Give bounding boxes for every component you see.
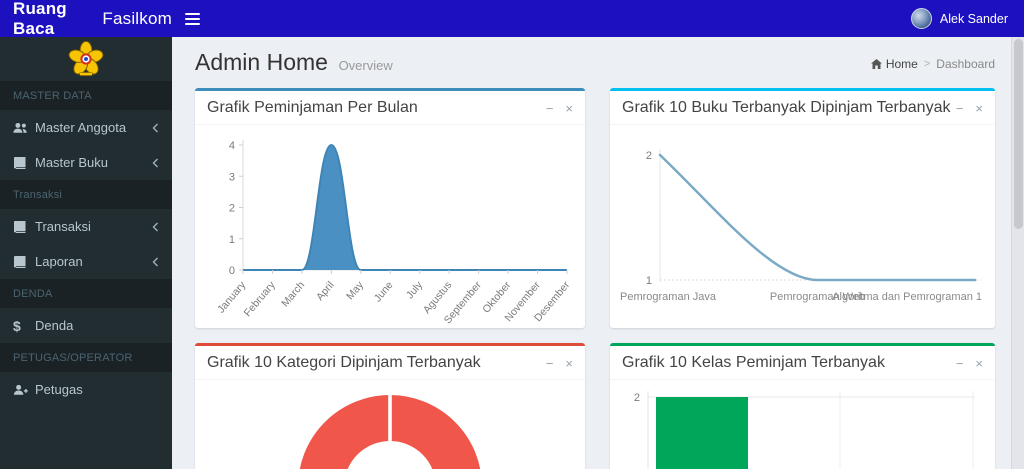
panel-kelas-peminjam: Grafik 10 Kelas Peminjam Terbanyak − × 2 bbox=[610, 343, 995, 469]
svg-text:Algoritma dan Pemrograman 1: Algoritma dan Pemrograman 1 bbox=[832, 291, 982, 303]
collapse-icon[interactable]: − bbox=[955, 100, 964, 116]
sidebar-item-label: Petugas bbox=[35, 382, 83, 397]
sidebar-logo bbox=[0, 37, 172, 81]
hamburger-icon bbox=[184, 12, 200, 15]
sidebar-item-master-buku[interactable]: Master Buku bbox=[0, 145, 172, 180]
sidebar-section-denda: DENDA bbox=[0, 279, 172, 308]
chart-doughnut-categories bbox=[195, 380, 585, 469]
svg-text:1: 1 bbox=[646, 275, 652, 287]
panel-title: Grafik Peminjaman Per Bulan bbox=[207, 99, 418, 116]
doughnut-chart-svg bbox=[299, 394, 481, 469]
svg-text:March: March bbox=[279, 279, 307, 309]
avatar bbox=[910, 8, 932, 29]
sidebar-item-petugas[interactable]: Petugas bbox=[0, 372, 172, 407]
svg-text:July: July bbox=[404, 279, 426, 302]
page-subtitle: Overview bbox=[338, 58, 393, 73]
content-header: Admin Home Overview Home > Dashboard bbox=[172, 37, 1011, 86]
panel-title: Grafik 10 Kelas Peminjam Terbanyak bbox=[622, 354, 885, 371]
users-icon bbox=[13, 122, 35, 134]
svg-text:2: 2 bbox=[634, 392, 640, 404]
breadcrumb-current: Dashboard bbox=[936, 57, 995, 71]
panel-tools: − × bbox=[546, 102, 573, 115]
sidebar-item-denda[interactable]: $ Denda bbox=[0, 308, 172, 343]
chevron-left-icon bbox=[152, 222, 159, 232]
svg-text:February: February bbox=[242, 279, 279, 319]
flower-logo-icon bbox=[68, 41, 104, 76]
sidebar-item-master-anggota[interactable]: Master Anggota bbox=[0, 110, 172, 145]
brand-light-text: Fasilkom bbox=[102, 8, 172, 28]
svg-text:June: June bbox=[372, 279, 396, 304]
sidebar-section-petugas-operator: PETUGAS/OPERATOR bbox=[0, 343, 172, 372]
chevron-left-icon bbox=[152, 158, 159, 168]
brand-logo[interactable]: Ruang Baca Fasilkom bbox=[0, 0, 172, 38]
main-content: Admin Home Overview Home > Dashboard Gra… bbox=[172, 37, 1011, 469]
page-scrollbar[interactable] bbox=[1011, 37, 1024, 469]
chevron-left-icon bbox=[152, 123, 159, 133]
sidebar-toggle-button[interactable] bbox=[172, 0, 212, 37]
user-menu[interactable]: Alek Sander bbox=[910, 0, 1024, 37]
panel-title: Grafik 10 Kategori Dipinjam Terbanyak bbox=[207, 354, 481, 371]
book-icon bbox=[13, 255, 35, 268]
book-icon bbox=[13, 156, 35, 169]
panel-header: Grafik 10 Buku Terbanyak Dipinjam Terban… bbox=[610, 91, 995, 125]
svg-text:2: 2 bbox=[646, 150, 652, 162]
panel-kategori-terbanyak: Grafik 10 Kategori Dipinjam Terbanyak − … bbox=[195, 343, 585, 469]
scrollbar-thumb[interactable] bbox=[1014, 39, 1023, 229]
user-name: Alek Sander bbox=[939, 11, 1008, 26]
svg-text:1: 1 bbox=[229, 234, 235, 246]
panel-tools: − × bbox=[546, 357, 573, 370]
sidebar-section-transaksi: Transaksi bbox=[0, 180, 172, 209]
collapse-icon[interactable]: − bbox=[955, 355, 964, 371]
sidebar-item-label: Transaksi bbox=[35, 219, 91, 234]
panel-peminjaman-per-bulan: Grafik Peminjaman Per Bulan − × 4 3 2 1 0 Jan… bbox=[195, 88, 585, 328]
panel-tools: − × bbox=[956, 357, 983, 370]
panel-header: Grafik Peminjaman Per Bulan − × bbox=[195, 91, 585, 125]
svg-text:Pemrograman Web: Pemrograman Web bbox=[770, 291, 865, 303]
dashboard-grid: Grafik Peminjaman Per Bulan − × 4 3 2 1 0 Jan… bbox=[172, 86, 1011, 469]
dollar-icon: $ bbox=[13, 317, 21, 334]
close-icon[interactable]: × bbox=[565, 355, 573, 371]
sidebar-item-laporan[interactable]: Laporan bbox=[0, 244, 172, 279]
svg-text:April: April bbox=[314, 279, 337, 303]
panel-header: Grafik 10 Kelas Peminjam Terbanyak − × bbox=[610, 346, 995, 380]
svg-text:0: 0 bbox=[229, 265, 235, 277]
panel-tools: − × bbox=[956, 102, 983, 115]
close-icon[interactable]: × bbox=[975, 100, 983, 116]
panel-header: Grafik 10 Kategori Dipinjam Terbanyak − … bbox=[195, 346, 585, 380]
line-chart-svg: 2 1 Pemrograman Java Pemrograman WebAlgorit… bbox=[620, 149, 982, 303]
collapse-icon[interactable]: − bbox=[545, 355, 554, 371]
sidebar-item-label: Master Anggota bbox=[35, 120, 127, 135]
chevron-left-icon bbox=[152, 257, 159, 267]
breadcrumb: Home > Dashboard bbox=[870, 57, 995, 71]
panel-buku-terbanyak: Grafik 10 Buku Terbanyak Dipinjam Terban… bbox=[610, 88, 995, 328]
panel-title: Grafik 10 Buku Terbanyak Dipinjam Terban… bbox=[622, 99, 951, 116]
close-icon[interactable]: × bbox=[565, 100, 573, 116]
page-title: Admin Home bbox=[195, 49, 328, 75]
user-plus-icon bbox=[13, 384, 35, 396]
collapse-icon[interactable]: − bbox=[545, 100, 554, 116]
svg-text:May: May bbox=[344, 279, 366, 302]
chart-line-books: 2 1 Pemrograman Java Pemrograman Web Algorit… bbox=[610, 125, 995, 328]
sidebar-item-label: Laporan bbox=[35, 254, 83, 269]
sidebar-item-label: Master Buku bbox=[35, 155, 108, 170]
svg-text:4: 4 bbox=[229, 140, 235, 152]
svg-text:Pemrograman Java: Pemrograman Java bbox=[620, 291, 717, 303]
top-navbar: Ruang Baca Fasilkom Alek Sander bbox=[0, 0, 1024, 38]
chart-area-monthly: 4 3 2 1 0 January February March April May June Jul… bbox=[195, 125, 585, 328]
svg-text:2: 2 bbox=[229, 203, 235, 215]
sidebar-item-label: Denda bbox=[35, 318, 74, 333]
breadcrumb-separator: > bbox=[923, 58, 931, 70]
svg-text:3: 3 bbox=[229, 171, 235, 183]
chart-bar-classes: 2 bbox=[610, 380, 995, 469]
home-icon bbox=[870, 59, 882, 69]
book-icon bbox=[13, 220, 35, 233]
breadcrumb-home-link[interactable]: Home bbox=[870, 57, 918, 71]
sidebar-section-master-data: MASTER DATA bbox=[0, 81, 172, 110]
sidebar-item-transaksi[interactable]: Transaksi bbox=[0, 209, 172, 244]
bar-chart-svg: 2 bbox=[634, 391, 975, 469]
brand-bold-text: Ruang Baca bbox=[13, 0, 67, 38]
sidebar: MASTER DATA Master Anggota Master Buku T… bbox=[0, 37, 172, 469]
close-icon[interactable]: × bbox=[975, 355, 983, 371]
